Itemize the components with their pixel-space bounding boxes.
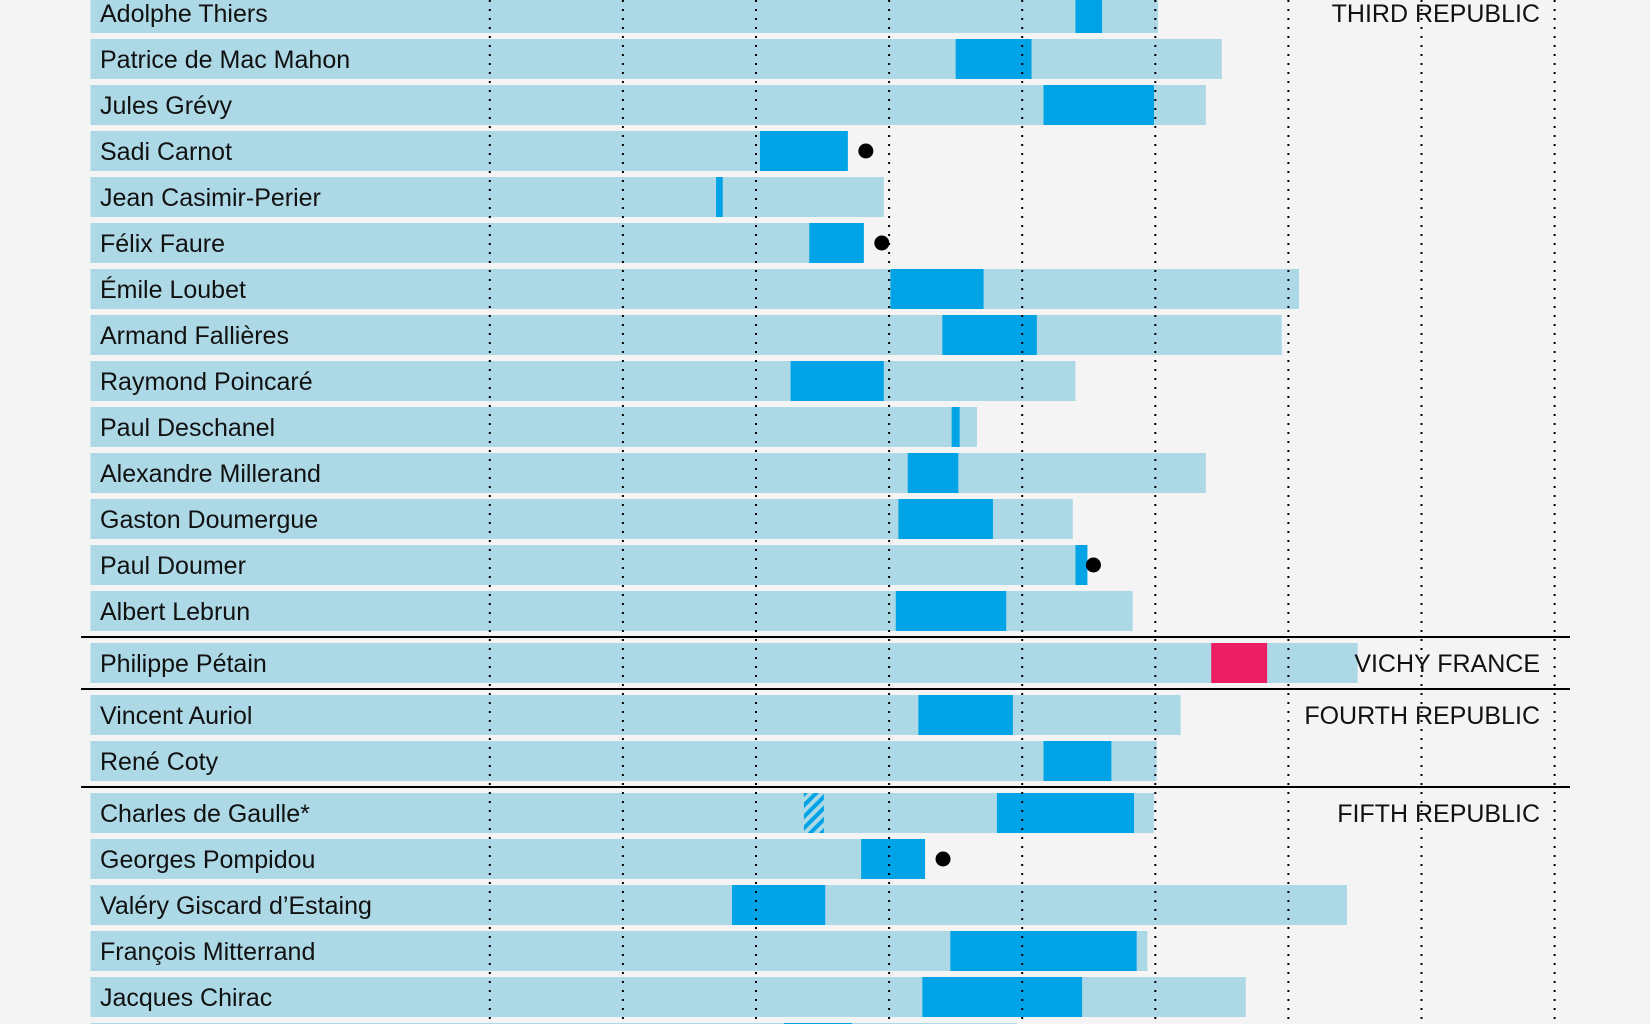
president-row <box>90 591 1133 631</box>
president-row <box>90 269 1300 309</box>
president-name: Félix Faure <box>100 230 225 258</box>
term-bar <box>918 695 1013 735</box>
era-label: FOURTH REPUBLIC <box>1304 702 1540 730</box>
president-row <box>90 793 1154 833</box>
term-bar <box>890 269 984 309</box>
lifespan-bar <box>90 223 864 263</box>
lifespan-bar <box>90 39 1222 79</box>
term-bar <box>1075 0 1103 33</box>
lifespan-bar <box>90 793 1154 833</box>
president-row <box>90 643 1358 683</box>
term-bar <box>996 793 1135 833</box>
president-name: René Coty <box>100 748 219 776</box>
lifespan-bar <box>90 885 1347 925</box>
lifespan-bar <box>90 839 926 879</box>
term-bar <box>922 977 1083 1017</box>
president-name: Raymond Poincaré <box>100 368 313 396</box>
era-label: VICHY FRANCE <box>1354 650 1540 678</box>
president-row <box>90 499 1073 539</box>
president-name: Gaston Doumergue <box>100 506 318 534</box>
died-in-office-marker <box>935 851 951 867</box>
president-name: Adolphe Thiers <box>100 0 268 28</box>
lifespan-bar <box>90 85 1206 125</box>
term-bar <box>898 499 993 539</box>
lifespan-bar <box>90 177 884 217</box>
president-name: Albert Lebrun <box>100 598 250 626</box>
president-row <box>90 885 1347 925</box>
lifespan-bar <box>90 269 1300 309</box>
president-name: Émile Loubet <box>100 275 246 304</box>
lifespan-bar <box>90 545 1076 585</box>
era-label: FIFTH REPUBLIC <box>1337 800 1540 828</box>
term-bar <box>732 885 826 925</box>
president-name: Georges Pompidou <box>100 846 315 874</box>
term-bar <box>907 453 959 493</box>
president-name: Paul Doumer <box>100 552 246 580</box>
president-row <box>90 361 1076 401</box>
term-bar <box>790 361 884 401</box>
president-row <box>90 931 1148 971</box>
term-bar <box>1043 85 1154 125</box>
president-row <box>90 407 977 447</box>
term-bar <box>759 131 848 171</box>
president-row <box>90 177 884 217</box>
president-row <box>90 315 1282 355</box>
president-row <box>90 0 1158 33</box>
president-row <box>90 695 1181 735</box>
president-name: François Mitterrand <box>100 938 315 966</box>
president-name: Charles de Gaulle* <box>100 800 310 828</box>
lifespan-bar <box>90 361 1076 401</box>
lifespan-bar <box>90 643 1358 683</box>
president-row <box>90 39 1222 79</box>
president-name: Patrice de Mac Mahon <box>100 46 350 74</box>
president-row <box>90 545 1101 585</box>
president-name: Philippe Pétain <box>100 650 267 678</box>
president-name: Jean Casimir-Perier <box>100 184 321 212</box>
president-row <box>90 131 874 171</box>
president-row <box>90 839 951 879</box>
president-row <box>90 85 1206 125</box>
term-bar <box>1211 643 1268 683</box>
term-bar <box>716 177 723 217</box>
president-name: Jacques Chirac <box>100 984 272 1012</box>
era-label: THIRD REPUBLIC <box>1332 0 1540 28</box>
president-name: Jules Grévy <box>100 92 232 120</box>
lifespan-bar <box>90 315 1282 355</box>
president-name: Armand Fallières <box>100 322 289 350</box>
lifespan-bar <box>90 695 1181 735</box>
bars-layer <box>90 0 1358 1024</box>
died-in-office-marker <box>874 235 890 251</box>
term-bar <box>955 39 1032 79</box>
lifespan-bar <box>90 453 1206 493</box>
term-bar <box>809 223 864 263</box>
term-bar <box>951 407 960 447</box>
president-name: Sadi Carnot <box>100 138 232 166</box>
president-row <box>90 453 1206 493</box>
president-name: Vincent Auriol <box>100 702 252 730</box>
term-bar <box>861 839 926 879</box>
president-row <box>90 223 890 263</box>
lifespan-bar <box>90 407 977 447</box>
lifespan-bar <box>90 131 848 171</box>
president-name: Valéry Giscard d’Estaing <box>100 892 372 920</box>
term-bar <box>895 591 1007 631</box>
president-name: Alexandre Millerand <box>100 460 321 488</box>
died-in-office-marker <box>1085 557 1101 573</box>
president-row <box>90 977 1246 1017</box>
term-bar <box>1075 545 1088 585</box>
term-bar <box>950 931 1137 971</box>
lifespan-bar <box>90 0 1158 33</box>
term-bar <box>1043 741 1112 781</box>
provisional-term-bar <box>803 793 824 833</box>
died-in-office-marker <box>858 143 874 159</box>
labels-layer: Adolphe Thiers Patrice de Mac Mahon Jules … <box>81 0 1570 1012</box>
term-bar <box>942 315 1037 355</box>
president-name: Paul Deschanel <box>100 414 275 442</box>
